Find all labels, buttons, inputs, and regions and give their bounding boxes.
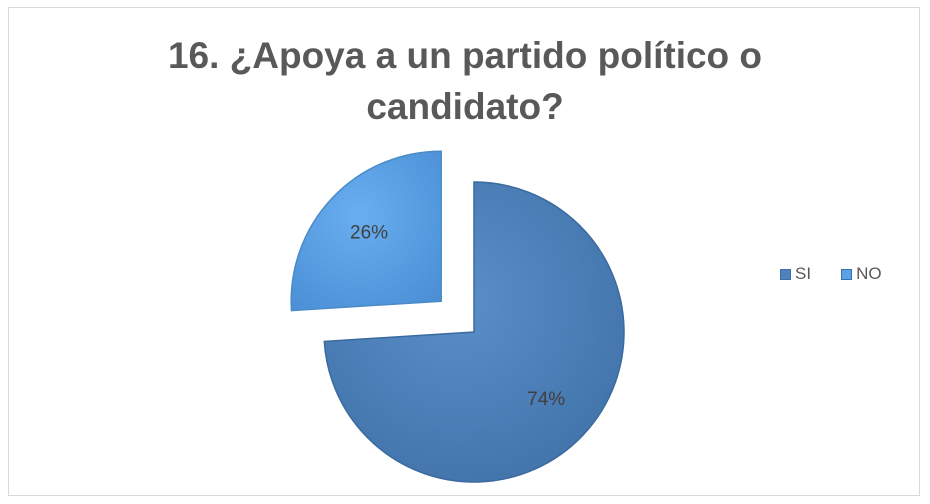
legend-swatch-no bbox=[841, 268, 853, 280]
chart-title-line-2: candidato? bbox=[366, 86, 564, 127]
legend-label-no: NO bbox=[856, 264, 882, 283]
chart-title: 16. ¿Apoya a un partido político o candi… bbox=[0, 30, 930, 132]
legend: SI NO bbox=[780, 264, 882, 284]
legend-swatch-si bbox=[780, 268, 791, 280]
chart-title-line-1: 16. ¿Apoya a un partido político o bbox=[167, 35, 763, 76]
data-label-no: 26% bbox=[350, 222, 388, 243]
data-label-si: 74% bbox=[527, 389, 565, 410]
pie-slice-si bbox=[323, 181, 625, 483]
legend-item-si: SI bbox=[780, 264, 811, 284]
legend-item-no: NO bbox=[841, 264, 882, 284]
legend-label-si: SI bbox=[795, 264, 812, 283]
pie-slice-no bbox=[290, 150, 442, 312]
